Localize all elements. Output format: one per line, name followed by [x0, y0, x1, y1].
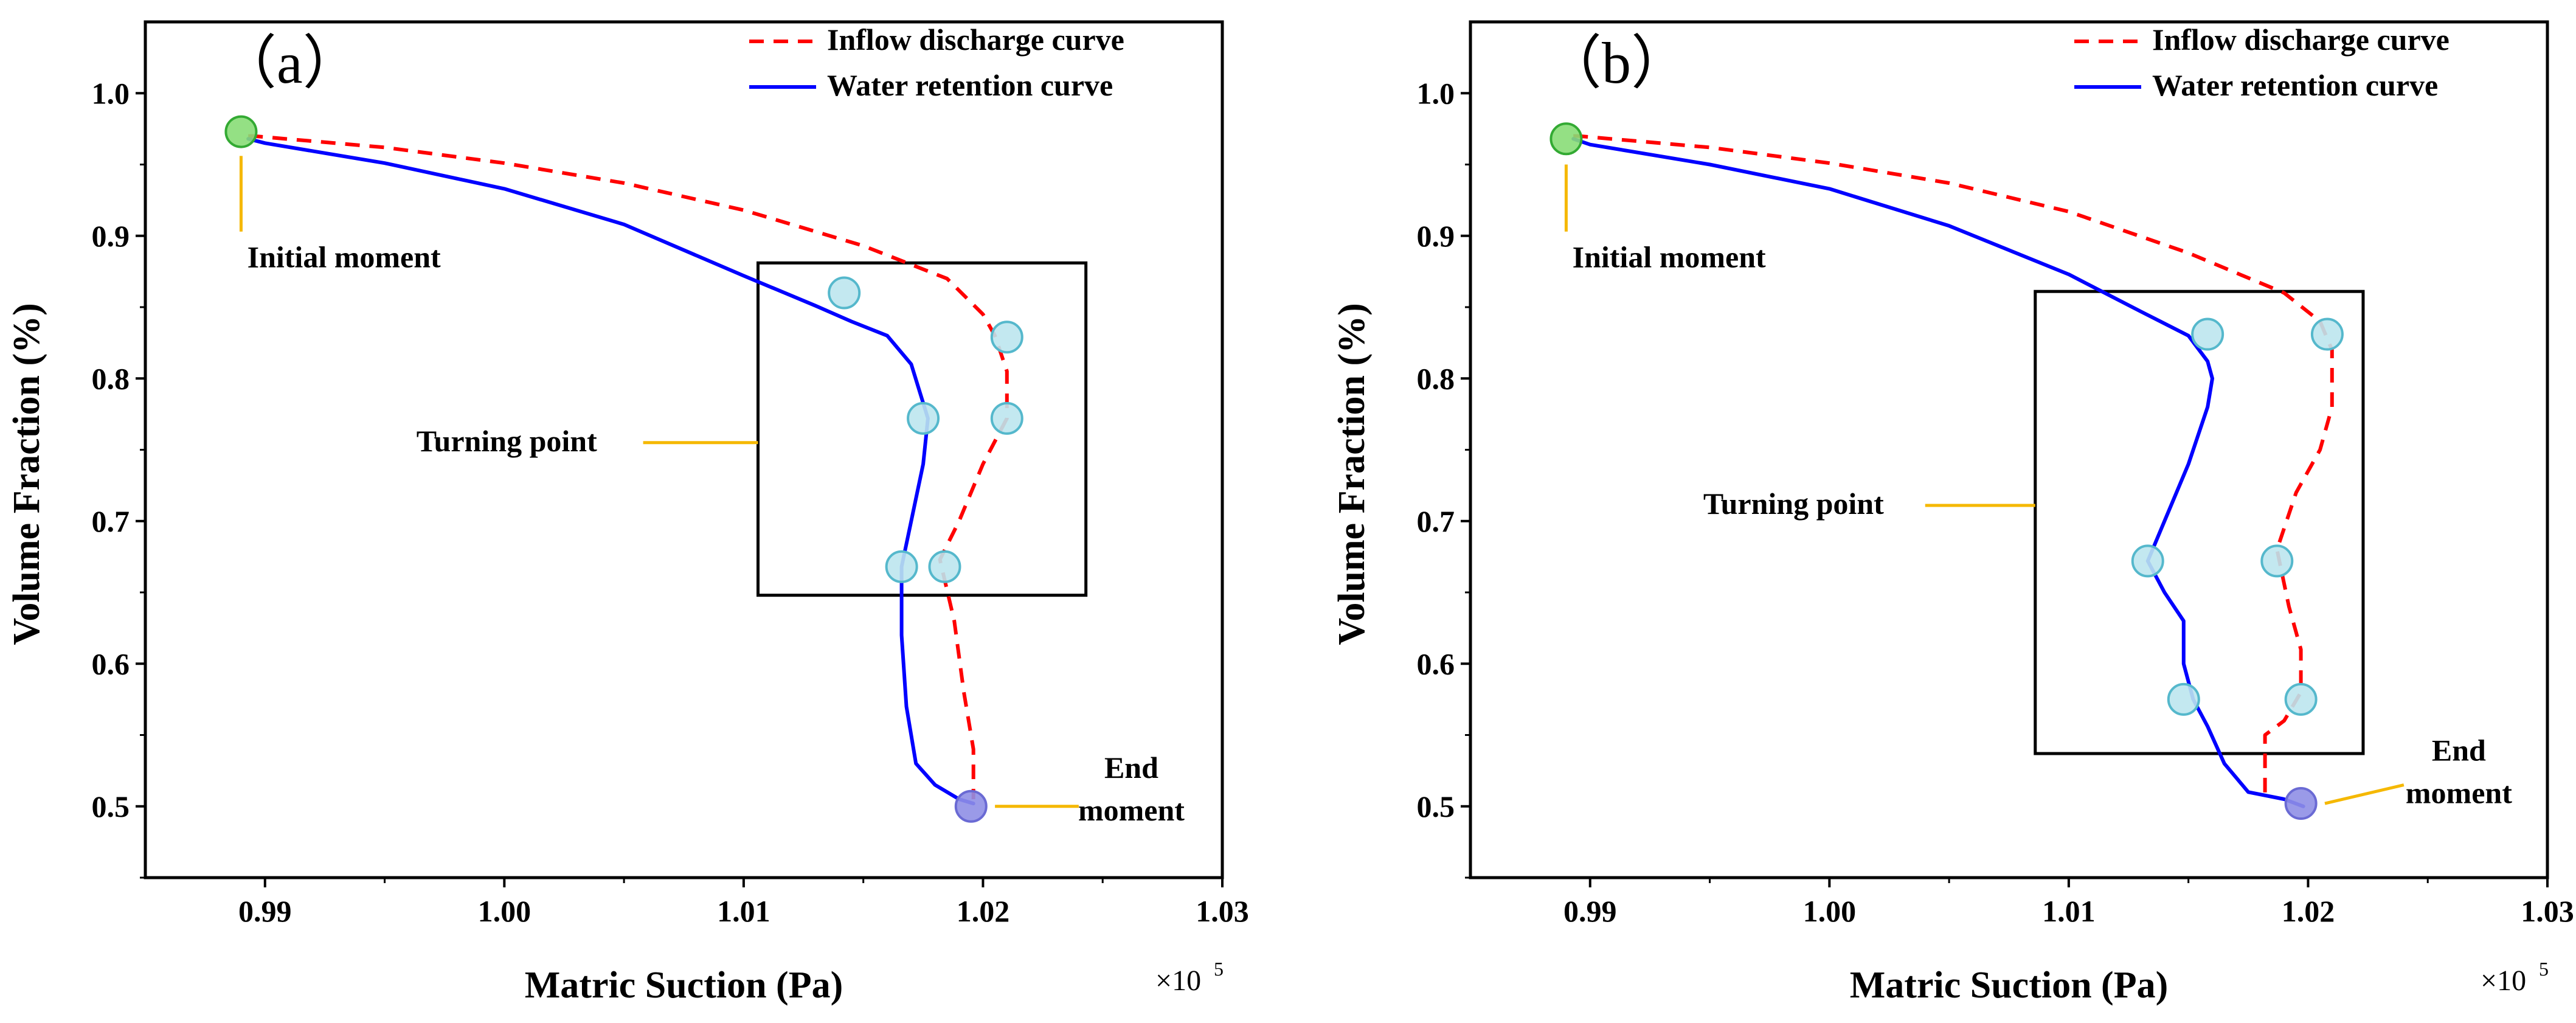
legend-entry: Water retention curve	[2152, 68, 2438, 102]
x-tick-label: 1.03	[1196, 894, 1249, 928]
annotation-text: Turning point	[417, 424, 597, 458]
annotation-text: End	[1104, 751, 1158, 785]
y-tick-label: 1.0	[92, 76, 130, 110]
data-marker	[990, 321, 1023, 354]
water-retention-curve	[1571, 137, 2305, 808]
chart-panel-a: 0.99 1.00 1.01 1.02 1.03 0.5 0.6 0.7 0.8 0.9 1.0 Ma…	[6, 20, 1249, 1006]
annotation-text: Initial moment	[1573, 240, 1766, 274]
annotation-text: moment	[1078, 793, 1185, 827]
x-axis-title: Matric Suction (Pa)	[525, 965, 843, 1006]
data-marker	[954, 789, 988, 823]
x-tick-label: 0.99	[1563, 894, 1617, 928]
y-tick-label: 0.7	[92, 504, 130, 538]
data-marker	[828, 276, 861, 310]
y-tick-label: 1.0	[1417, 76, 1455, 110]
x-tick-label: 1.03	[2521, 894, 2574, 928]
x-multiplier-text: ×10	[2481, 965, 2526, 997]
data-marker	[990, 401, 1023, 435]
data-marker	[2284, 682, 2318, 716]
data-marker	[907, 401, 940, 435]
annotation-text: moment	[2406, 776, 2512, 810]
turning-point-box	[757, 261, 1088, 597]
legend-entry: Water retention curve	[827, 68, 1113, 102]
panel-label: （a）	[218, 30, 361, 95]
y-tick-label: 0.6	[1417, 647, 1455, 681]
x-tick-label: 1.01	[2042, 894, 2096, 928]
y-tick-label: 0.5	[92, 789, 130, 824]
water-retention-curve	[246, 137, 975, 806]
y-tick-label: 0.6	[92, 647, 130, 681]
x-tick-label: 1.00	[1803, 894, 1857, 928]
x-multiplier-exponent: 5	[1214, 958, 1224, 980]
x-multiplier-text: ×10	[1155, 965, 1201, 997]
data-marker	[2260, 544, 2294, 578]
data-marker	[2167, 682, 2200, 716]
data-marker	[1549, 122, 1583, 156]
inflow-discharge-curve	[248, 134, 1009, 799]
x-tick-label: 1.01	[717, 894, 770, 928]
y-axis-title: Volume Fraction (%)	[1331, 303, 1373, 645]
x-tick-label: 1.02	[2282, 894, 2335, 928]
annotation-text: Turning point	[1703, 487, 1884, 521]
data-marker	[928, 550, 961, 583]
legend-entry: Inflow discharge curve	[827, 23, 1124, 57]
y-axis-title: Volume Fraction (%)	[6, 303, 47, 645]
y-tick-label: 0.9	[1417, 219, 1455, 253]
annotation-text: End	[2432, 733, 2486, 768]
x-tick-label: 1.00	[478, 894, 531, 928]
y-tick-label: 0.8	[1417, 361, 1455, 395]
y-tick-label: 0.9	[92, 219, 130, 253]
panel-label: （b）	[1543, 30, 1689, 95]
annotation-text: Initial moment	[248, 240, 441, 274]
inflow-discharge-curve	[1573, 134, 2334, 799]
x-tick-label: 0.99	[238, 894, 292, 928]
y-tick-label: 0.7	[1417, 504, 1455, 538]
x-tick-label: 1.02	[957, 894, 1010, 928]
y-tick-label: 0.8	[92, 361, 130, 395]
data-marker	[2310, 317, 2344, 351]
data-marker	[2131, 544, 2164, 578]
legend-entry: Inflow discharge curve	[2152, 23, 2450, 57]
data-marker	[224, 115, 258, 148]
annotation-leader-line	[2324, 783, 2405, 805]
data-marker	[885, 550, 918, 583]
data-marker	[2284, 787, 2318, 820]
data-marker	[2191, 317, 2225, 351]
chart-panel-b: 0.99 1.00 1.01 1.02 1.03 0.5 0.6 0.7 0.8 0.9 1.0 Ma…	[1331, 20, 2574, 1006]
y-tick-label: 0.5	[1417, 789, 1455, 824]
x-multiplier-exponent: 5	[2539, 958, 2549, 980]
x-axis-title: Matric Suction (Pa)	[1850, 965, 2168, 1006]
turning-point-box	[2034, 290, 2365, 755]
